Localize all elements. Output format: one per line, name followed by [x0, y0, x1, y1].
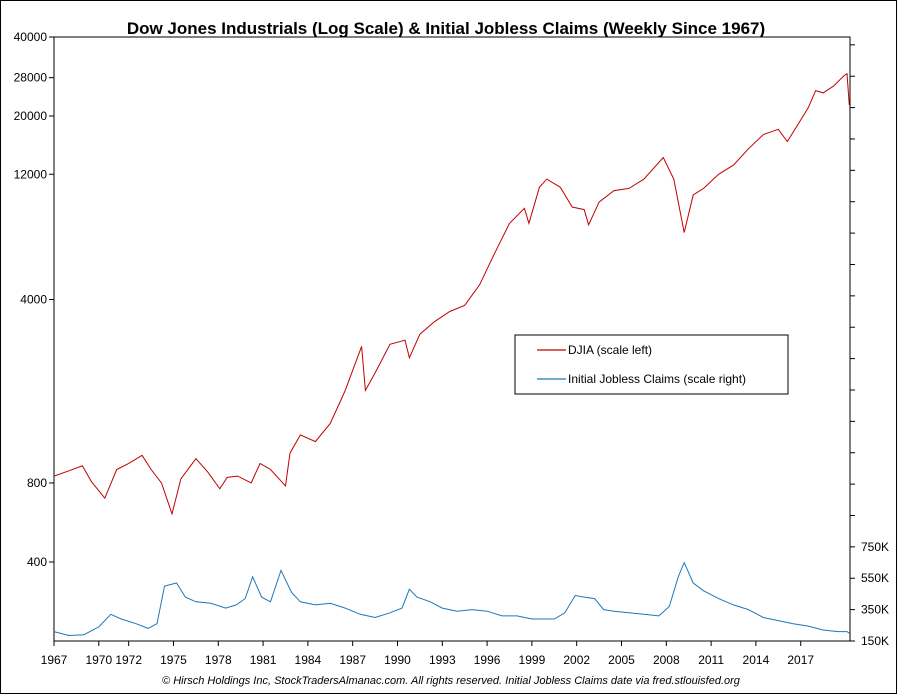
x-tick-label: 1990	[384, 653, 411, 667]
legend-box	[514, 334, 789, 395]
left-tick-label: 4000	[20, 292, 47, 306]
x-tick-label: 2011	[698, 653, 724, 667]
x-axis: 1967 1970 1972 1975 1978 1981 1984 1987 1990 1993…	[41, 641, 814, 667]
legend-label-jobless-claims: Initial Jobless Claims (scale right)	[568, 372, 746, 386]
x-tick-label: 1996	[474, 653, 501, 667]
series-line-djia	[53, 72, 850, 516]
left-tick-label: 12000	[14, 167, 48, 181]
x-tick-label: 1970	[85, 653, 112, 667]
x-tick-label: 2017	[787, 653, 814, 667]
x-tick-label: 1975	[160, 653, 187, 667]
series-line-jobless-claims	[53, 561, 850, 637]
x-tick-label: 1993	[429, 653, 456, 667]
x-tick-label: 2014	[743, 653, 770, 667]
x-tick-label: 1984	[295, 653, 322, 667]
left-tick-label: 400	[27, 555, 47, 569]
x-tick-label: 1967	[41, 653, 68, 667]
legend: DJIA (scale left) Initial Jobless Claims…	[514, 334, 789, 395]
legend-label-djia: DJIA (scale left)	[568, 343, 652, 357]
right-tick-label: 350K	[861, 603, 889, 617]
x-tick-label: 1981	[250, 653, 277, 667]
x-tick-label: 1972	[115, 653, 142, 667]
plot-area-border	[53, 36, 851, 642]
left-axis: 400 800 4000 12000 20000 28000 40000	[14, 30, 54, 569]
x-tick-label: 2005	[608, 653, 635, 667]
x-tick-label: 2002	[563, 653, 590, 667]
chart-footer: © Hirsch Holdings Inc, StockTradersAlman…	[162, 675, 741, 687]
right-axis: 150K 350K 550K 750K	[850, 44, 889, 648]
right-tick-label: 150K	[861, 634, 889, 648]
chart-title: Dow Jones Industrials (Log Scale) & Init…	[127, 19, 765, 38]
right-tick-label: 750K	[861, 540, 889, 554]
left-tick-label: 28000	[14, 71, 48, 85]
x-tick-label: 1978	[205, 653, 232, 667]
left-tick-label: 20000	[14, 109, 48, 123]
x-tick-label: 1999	[519, 653, 546, 667]
x-tick-label: 1987	[339, 653, 366, 667]
x-tick-label: 2008	[653, 653, 680, 667]
right-tick-label: 550K	[861, 571, 889, 585]
left-tick-label: 800	[27, 476, 47, 490]
left-tick-label: 40000	[14, 30, 48, 44]
